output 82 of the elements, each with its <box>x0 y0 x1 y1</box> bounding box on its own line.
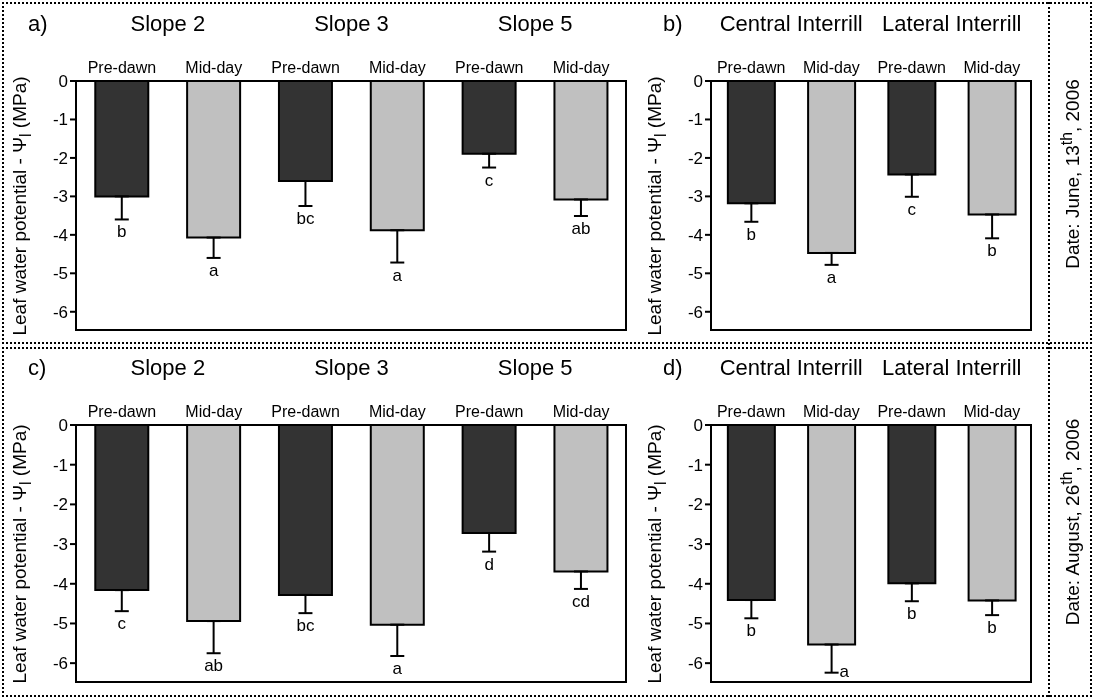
y-tick-label: 0 <box>58 72 68 92</box>
chart-title: b) <box>663 11 683 37</box>
text: Slope 2 <box>129 11 207 37</box>
x-tick-label: Mid-day <box>802 59 860 76</box>
data-label: c <box>117 614 127 634</box>
y-tick-label: -5 <box>52 614 68 634</box>
data-label: ab <box>204 656 224 676</box>
data-label: a <box>839 661 850 681</box>
x-tick-label: Mid-day <box>802 403 860 420</box>
text: Lateral Interrill <box>881 355 1023 381</box>
x-tick-label: Pre-dawn <box>455 403 524 420</box>
data-label: b <box>987 241 997 261</box>
data-label: a <box>392 659 403 679</box>
text: Lateral Interrill <box>881 11 1023 37</box>
x-tick-label: Pre-dawn <box>271 403 340 420</box>
x-tick-label: Mid-day <box>963 403 1021 420</box>
data-label: ab <box>571 219 591 238</box>
y-tick-label: -6 <box>687 302 703 322</box>
y-tick-label: 0 <box>693 416 703 436</box>
y-tick-label: -1 <box>52 110 68 130</box>
data-label: c <box>484 170 494 190</box>
y-tick-label: -1 <box>687 110 703 130</box>
x-tick-label: Pre-dawn <box>877 59 946 76</box>
text: Slope 3 <box>313 11 390 37</box>
y-tick-label: -2 <box>52 148 68 168</box>
x-tick-label: Mid-day <box>185 403 243 420</box>
y-tick-label: -1 <box>687 455 703 475</box>
data-label: cd <box>571 591 590 611</box>
text: Slope 5 <box>496 355 574 381</box>
y-tick-label: -4 <box>52 225 68 245</box>
x-tick-label: Mid-day <box>552 59 610 76</box>
y-tick-label: -2 <box>52 495 68 515</box>
y-tick-label: -3 <box>687 187 703 207</box>
data-label: a <box>208 260 219 280</box>
y-tick-label: -6 <box>52 302 68 322</box>
y-tick-label: -4 <box>687 225 703 245</box>
x-tick-label: Pre-dawn <box>87 59 157 76</box>
chart-title: c) <box>28 355 47 381</box>
data-label: b <box>746 621 757 641</box>
y-tick-label: -5 <box>687 614 703 634</box>
text: Central Interrill <box>718 11 864 37</box>
data-label: bc <box>296 209 315 228</box>
y-tick-label: -5 <box>687 264 703 284</box>
x-tick-label: Mid-day <box>368 403 426 420</box>
y-tick-label: -1 <box>52 455 68 475</box>
text: Slope 2 <box>129 355 207 381</box>
x-tick-label: Pre-dawn <box>877 403 946 420</box>
data-label: a <box>826 267 837 287</box>
y-tick-label: -4 <box>687 574 703 594</box>
x-tick-label: Pre-dawn <box>87 403 157 420</box>
y-tick-label: -6 <box>687 654 703 674</box>
x-tick-label: Mid-day <box>368 59 426 76</box>
y-tick-label: 0 <box>693 72 703 92</box>
data-label: b <box>907 604 917 624</box>
y-tick-label: -2 <box>687 495 703 515</box>
y-tick-label: -3 <box>52 187 68 207</box>
data-label: b <box>117 222 127 242</box>
x-tick-label: Pre-dawn <box>716 403 786 420</box>
text: Slope 3 <box>313 355 390 381</box>
data-label: a <box>392 265 403 285</box>
y-tick-label: -4 <box>52 574 68 594</box>
x-tick-label: Pre-dawn <box>271 59 340 76</box>
y-tick-label: -5 <box>52 264 68 284</box>
data-label: d <box>484 554 494 574</box>
text: Slope 5 <box>496 11 574 37</box>
x-tick-label: Mid-day <box>963 59 1021 76</box>
y-tick-label: -3 <box>687 535 703 555</box>
y-tick-label: 0 <box>58 416 68 436</box>
y-tick-label: -2 <box>687 148 703 168</box>
data-label: c <box>907 199 917 219</box>
data-label: b <box>987 618 997 638</box>
chart-title: d) <box>663 355 683 381</box>
text: Central Interrill <box>718 355 864 381</box>
y-tick-label: -3 <box>52 535 68 555</box>
data-label: bc <box>296 616 315 636</box>
x-tick-label: Mid-day <box>185 59 243 76</box>
data-label: b <box>746 224 757 244</box>
chart-title: a) <box>28 11 48 37</box>
x-tick-label: Pre-dawn <box>716 59 786 76</box>
y-tick-label: -6 <box>52 654 68 674</box>
x-tick-label: Mid-day <box>552 403 610 420</box>
x-tick-label: Pre-dawn <box>455 59 524 76</box>
